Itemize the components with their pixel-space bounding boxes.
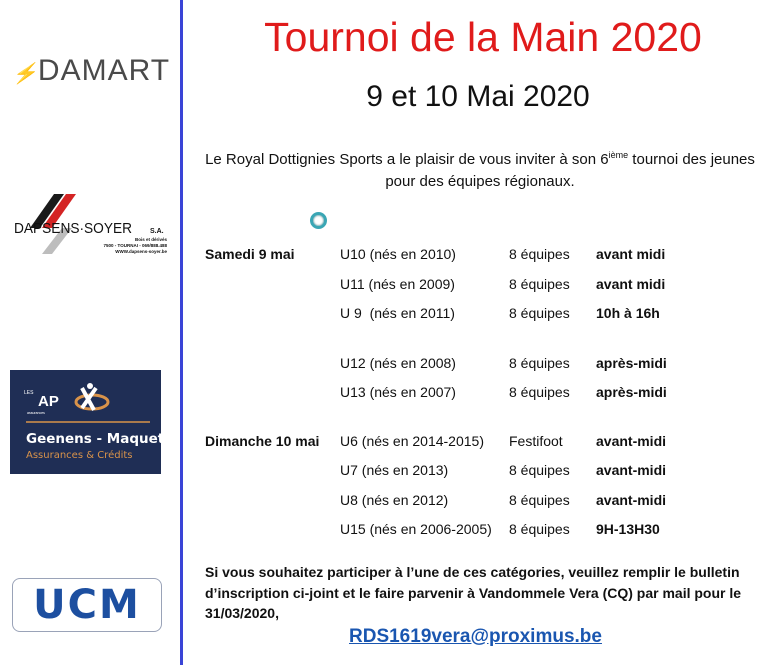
contact-email-link[interactable]: RDS1619vera@proximus.be: [349, 625, 602, 647]
dapsens-suffix: S.A.: [150, 228, 164, 235]
intro-before: Le Royal Dottignies Sports a le plaisir …: [205, 151, 609, 168]
schedule-category: U11 (nés en 2009): [340, 276, 455, 292]
schedule-teams: 8 équipes: [509, 492, 570, 508]
schedule-day: Dimanche 10 mai: [205, 433, 320, 449]
intro-text: Le Royal Dottignies Sports a le plaisir …: [195, 144, 765, 193]
schedule-teams: 8 équipes: [509, 384, 570, 400]
ap-geenens-maquet-logo: LES AP assurances Geenens - Maquet Assur…: [10, 370, 165, 474]
damart-logo: ⚡DAMART: [12, 54, 170, 88]
schedule-category: U7 (nés en 2013): [340, 462, 449, 478]
loading-spinner-icon: [310, 212, 327, 229]
schedule-category: U 9 (nés en 2011): [340, 305, 455, 321]
ap-tagline: Assurances & Crédits: [26, 449, 132, 461]
schedule-teams: 8 équipes: [509, 355, 570, 371]
schedule-time: avant midi: [596, 276, 666, 292]
schedule-day: Samedi 9 mai: [205, 246, 295, 262]
schedule-time: avant-midi: [596, 462, 667, 478]
event-dates: 9 et 10 Mai 2020: [366, 80, 590, 113]
ucm-logo: UCM: [12, 578, 162, 632]
schedule-teams: 8 équipes: [509, 305, 570, 321]
schedule-teams: Festifoot: [509, 433, 563, 449]
schedule-teams: 8 équipes: [509, 246, 570, 262]
dapsens-soyer-logo: DAPSENS·SOYER S.A. Bois et dérivés 7500 …: [12, 188, 172, 258]
ucm-logo-text: UCM: [33, 582, 141, 628]
footer-section: Si vous souhaitez participer à l’une de …: [200, 562, 768, 648]
schedule-teams: 8 équipes: [509, 276, 570, 292]
schedule-time: après-midi: [596, 384, 667, 400]
schedule-category: U8 (nés en 2012): [340, 492, 449, 508]
ap-name: Geenens - Maquet: [26, 431, 161, 447]
schedule-category: U13 (nés en 2007): [340, 384, 456, 400]
schedule-time: avant-midi: [596, 492, 667, 508]
dapsens-line2: 7500 - TOURNAI - 069/888.488: [104, 243, 168, 248]
damart-logo-text: DAMART: [37, 54, 171, 87]
schedule-teams: 8 équipes: [509, 521, 570, 537]
intro-after: tournoi des jeunes pour des équipes régi…: [385, 151, 755, 190]
schedule-category: U15 (nés en 2006-2005): [340, 521, 492, 537]
schedule-time: avant-midi: [596, 433, 667, 449]
dapsens-line1: Bois et dérivés: [135, 237, 168, 242]
lightning-icon: ⚡: [12, 63, 38, 85]
registration-instructions: Si vous souhaitez participer à l’une de …: [205, 564, 742, 621]
schedule-category: U6 (nés en 2014-2015): [340, 433, 484, 449]
ap-sub: assurances: [27, 411, 45, 415]
ap-brand: AP: [38, 393, 59, 410]
schedule-time: avant midi: [596, 246, 666, 262]
page-title: Tournoi de la Main 2020: [264, 14, 702, 60]
schedule-time: 9H-13H30: [596, 521, 660, 537]
schedule-category: U12 (nés en 2008): [340, 355, 456, 371]
schedule-time: 10h à 16h: [596, 305, 660, 321]
dapsens-name: DAPSENS·SOYER: [14, 220, 132, 237]
ap-les: LES: [24, 390, 34, 396]
dapsens-line3: WWW.dapsens-soyer.be: [115, 249, 167, 254]
schedule-time: après-midi: [596, 355, 667, 371]
schedule-teams: 8 équipes: [509, 462, 570, 478]
intro-sup: ième: [608, 150, 629, 160]
divider-line: [180, 0, 183, 665]
schedule-category: U10 (nés en 2010): [340, 246, 456, 262]
